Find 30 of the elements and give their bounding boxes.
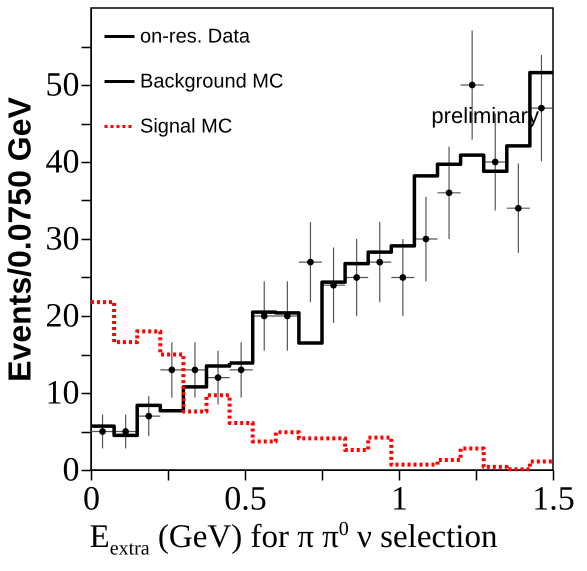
point <box>446 189 452 196</box>
point <box>514 204 522 212</box>
point <box>307 258 314 266</box>
point <box>376 258 384 266</box>
y-tick-label: 0 <box>62 452 80 488</box>
point <box>145 412 152 420</box>
x-tick-label: 0.5 <box>224 480 267 518</box>
point <box>399 274 406 281</box>
x-axis-title: E$_{extra}$ (GeV) for π π$^{0}$ ν selection <box>88 518 498 561</box>
x-tick-label: 1 <box>391 480 408 518</box>
x-tick-label: 1.5 <box>532 480 575 518</box>
point <box>192 366 198 374</box>
point <box>214 374 222 381</box>
point <box>99 428 106 435</box>
point <box>238 366 245 374</box>
legend-label: on-res. Data <box>140 26 251 48</box>
y-tick-label: 30 <box>46 220 80 258</box>
y-axis-title: Events/0.0750 GeV <box>2 96 38 382</box>
point <box>538 104 545 112</box>
point <box>353 274 360 281</box>
y-tick-label: 50 <box>46 66 80 104</box>
y-tick-label: 40 <box>46 144 80 180</box>
point <box>492 158 499 166</box>
point <box>468 82 476 88</box>
legend-label: Signal MC <box>140 116 232 138</box>
point <box>422 236 430 242</box>
y-tick-label: 10 <box>46 374 80 412</box>
point <box>168 366 176 374</box>
y-tick-label: 20 <box>46 298 80 334</box>
legend-label: Background MC <box>140 70 284 92</box>
